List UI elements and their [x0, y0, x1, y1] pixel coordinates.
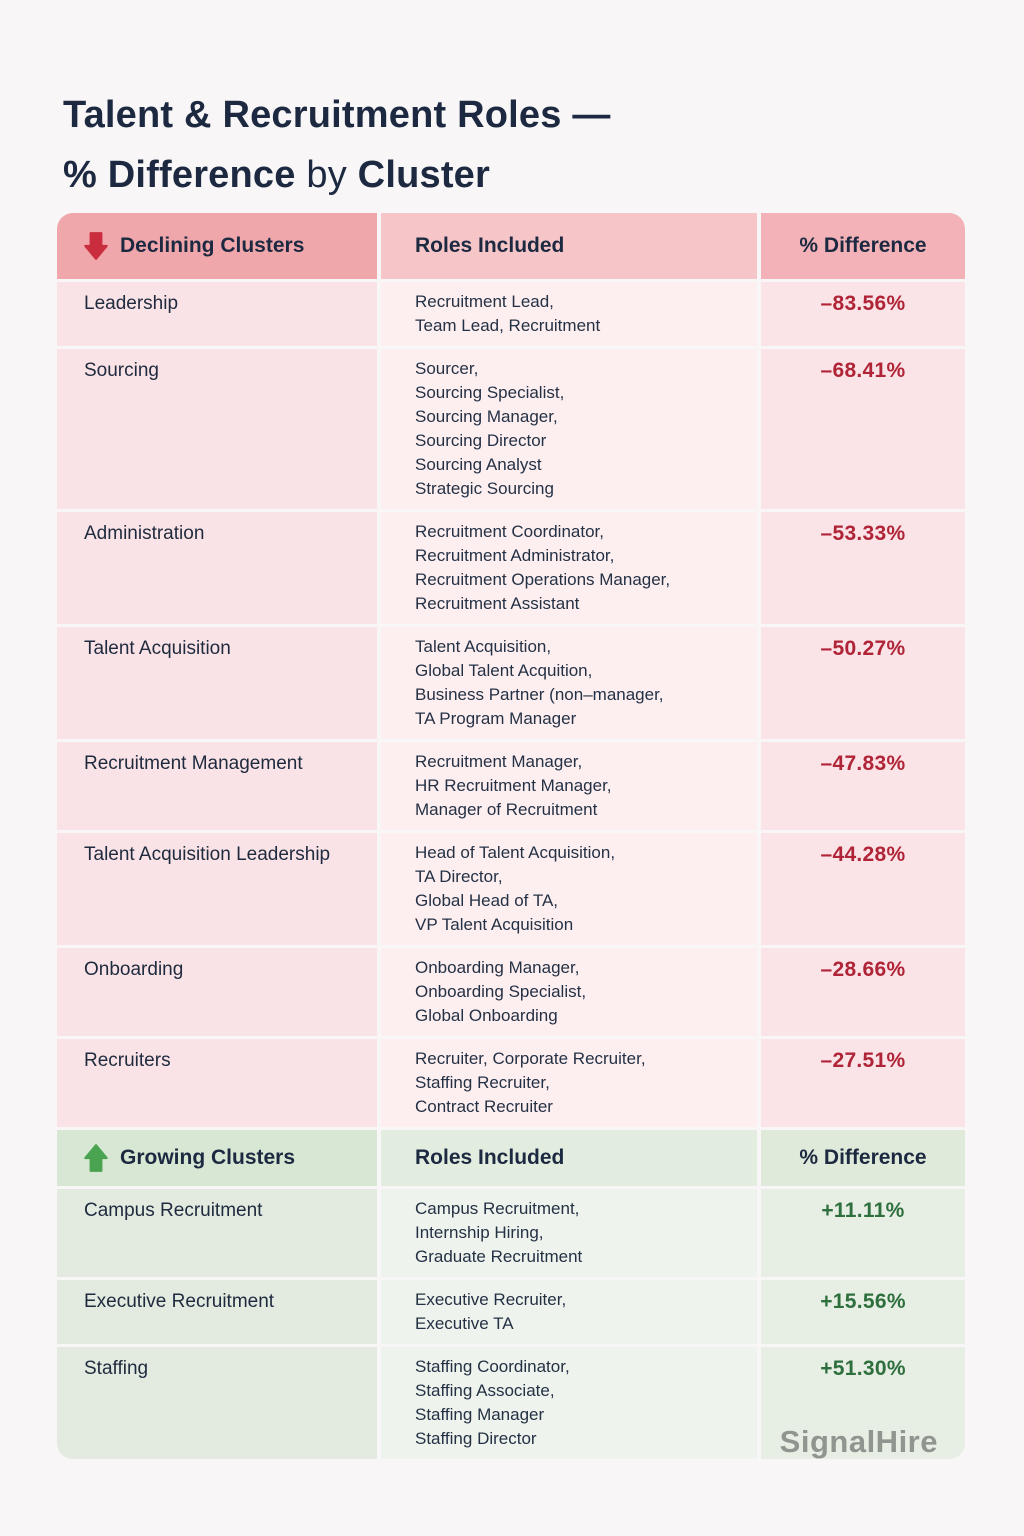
- page-title-line1: Talent & Recruitment Roles —: [63, 94, 611, 137]
- growing-section-header: Growing Clusters: [57, 1130, 377, 1186]
- roles-cell: Campus Recruitment, Internship Hiring, G…: [381, 1189, 757, 1277]
- pct-difference-cell: –44.28%: [761, 833, 965, 945]
- page-title: Talent & Recruitment Roles — % Differenc…: [63, 85, 611, 205]
- cluster-cell: Sourcing: [57, 349, 377, 509]
- pct-difference-cell: –28.66%: [761, 948, 965, 1036]
- cluster-table: Declining Clusters Roles Included % Diff…: [57, 213, 965, 1459]
- pct-difference-cell: +51.30%: [761, 1347, 965, 1459]
- pct-difference-cell: +11.11%: [761, 1189, 965, 1277]
- cluster-cell: Recruiters: [57, 1039, 377, 1127]
- signalhire-watermark: SignalHire: [779, 1424, 938, 1459]
- up-arrow-icon: [83, 1143, 109, 1173]
- pct-difference-cell: –68.41%: [761, 349, 965, 509]
- roles-cell: Head of Talent Acquisition, TA Director,…: [381, 833, 757, 945]
- roles-cell: Talent Acquisition, Global Talent Acquit…: [381, 627, 757, 739]
- cluster-cell: Talent Acquisition: [57, 627, 377, 739]
- roles-cell: Staffing Coordinator, Staffing Associate…: [381, 1347, 757, 1459]
- declining-diff-header: % Difference: [761, 213, 965, 279]
- cluster-cell: Administration: [57, 512, 377, 624]
- declining-roles-header: Roles Included: [381, 213, 757, 279]
- roles-cell: Recruiter, Corporate Recruiter, Staffing…: [381, 1039, 757, 1127]
- pct-difference-cell: +15.56%: [761, 1280, 965, 1344]
- cluster-cell: Leadership: [57, 282, 377, 346]
- pct-difference-cell: –47.83%: [761, 742, 965, 830]
- page-title-line2-regular: by: [306, 154, 347, 197]
- cluster-cell: Recruitment Management: [57, 742, 377, 830]
- roles-cell: Onboarding Manager, Onboarding Specialis…: [381, 948, 757, 1036]
- roles-cell: Recruitment Coordinator, Recruitment Adm…: [381, 512, 757, 624]
- roles-cell: Recruitment Manager, HR Recruitment Mana…: [381, 742, 757, 830]
- cluster-cell: Executive Recruitment: [57, 1280, 377, 1344]
- growing-header-label: Growing Clusters: [120, 1146, 296, 1169]
- cluster-cell: Staffing: [57, 1347, 377, 1459]
- page-title-line2-bold-a: % Difference: [63, 154, 296, 197]
- page-title-line2-bold-b: Cluster: [357, 154, 490, 197]
- pct-difference-cell: –53.33%: [761, 512, 965, 624]
- roles-cell: Executive Recruiter, Executive TA: [381, 1280, 757, 1344]
- growing-diff-header: % Difference: [761, 1130, 965, 1186]
- cluster-cell: Talent Acquisition Leadership: [57, 833, 377, 945]
- cluster-cell: Campus Recruitment: [57, 1189, 377, 1277]
- roles-cell: Sourcer, Sourcing Specialist, Sourcing M…: [381, 349, 757, 509]
- pct-difference-cell: –50.27%: [761, 627, 965, 739]
- cluster-cell: Onboarding: [57, 948, 377, 1036]
- declining-section-header: Declining Clusters: [57, 213, 377, 279]
- pct-difference-cell: –83.56%: [761, 282, 965, 346]
- growing-roles-header: Roles Included: [381, 1130, 757, 1186]
- pct-difference-cell: –27.51%: [761, 1039, 965, 1127]
- down-arrow-icon: [83, 231, 109, 261]
- declining-header-label: Declining Clusters: [120, 234, 305, 257]
- roles-cell: Recruitment Lead, Team Lead, Recruitment: [381, 282, 757, 346]
